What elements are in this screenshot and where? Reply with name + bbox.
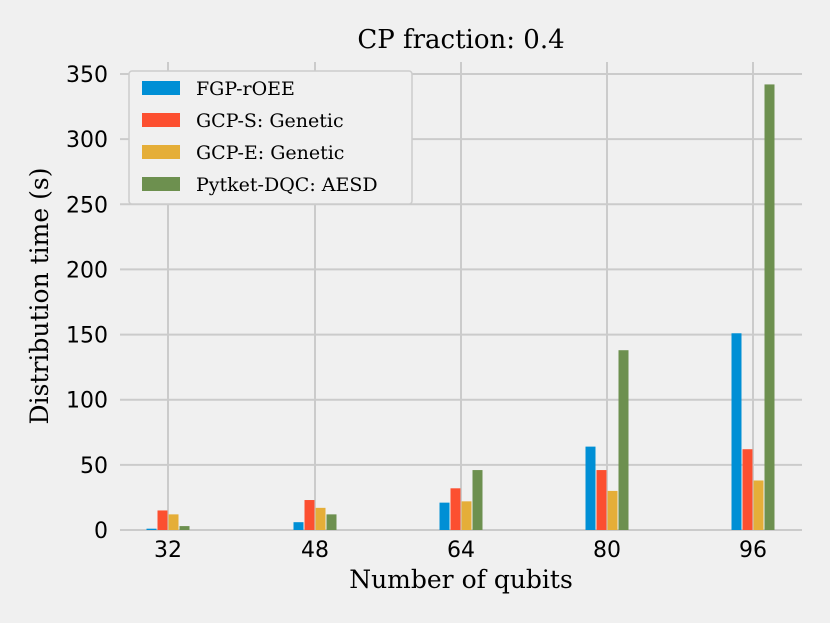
x-tick-label: 64	[447, 538, 475, 563]
bar	[179, 526, 190, 530]
bar	[168, 514, 179, 530]
bar	[731, 333, 742, 530]
bar	[753, 480, 764, 530]
y-tick-label: 200	[66, 258, 108, 283]
bar	[618, 350, 629, 530]
x-tick-label: 96	[739, 538, 767, 563]
x-tick-label: 80	[593, 538, 621, 563]
y-tick-label: 0	[94, 519, 108, 544]
bar	[450, 488, 461, 530]
chart-title: CP fraction: 0.4	[357, 25, 564, 55]
x-tick-label: 32	[154, 538, 182, 563]
legend: FGP-rOEE GCP-S: Genetic GCP-E: Genetic Pytk…	[128, 70, 413, 205]
legend-box	[128, 70, 413, 205]
legend-swatch	[142, 145, 180, 159]
bar	[585, 446, 596, 530]
legend-swatch	[142, 177, 180, 191]
legend-label: GCP-S: Genetic	[196, 110, 344, 132]
legend-label: Pytket-DQC: AESD	[196, 174, 378, 196]
y-tick-label: 250	[66, 193, 108, 218]
x-tick-label: 48	[301, 538, 329, 563]
x-tick-labels: 32 48 64 80 96	[154, 538, 767, 563]
bar	[607, 490, 618, 530]
bar	[764, 84, 775, 531]
legend-swatch	[142, 113, 180, 127]
y-tick-label: 300	[66, 128, 108, 153]
bar	[315, 507, 326, 530]
legend-label: GCP-E: Genetic	[196, 142, 344, 164]
y-tick-label: 350	[66, 63, 108, 88]
bar	[146, 528, 157, 530]
bar	[742, 449, 753, 530]
y-tick-label: 50	[80, 454, 108, 479]
bar	[596, 470, 607, 530]
y-tick-labels: 0 50 100 150 200 250 300 350	[66, 63, 108, 544]
bar	[461, 501, 472, 530]
bar	[326, 514, 337, 530]
bar	[293, 522, 304, 530]
legend-label: FGP-rOEE	[196, 78, 295, 100]
y-axis-label: Distribution time (s)	[25, 168, 54, 425]
bar	[304, 500, 315, 530]
y-tick-label: 100	[66, 389, 108, 414]
bars	[146, 84, 775, 531]
y-tick-label: 150	[66, 324, 108, 349]
legend-items: FGP-rOEE GCP-S: Genetic GCP-E: Genetic Pytk…	[142, 78, 378, 196]
x-axis-label: Number of qubits	[349, 565, 573, 594]
bar	[472, 470, 483, 530]
legend-swatch	[142, 81, 180, 95]
bar	[439, 502, 450, 530]
bar	[157, 510, 168, 530]
